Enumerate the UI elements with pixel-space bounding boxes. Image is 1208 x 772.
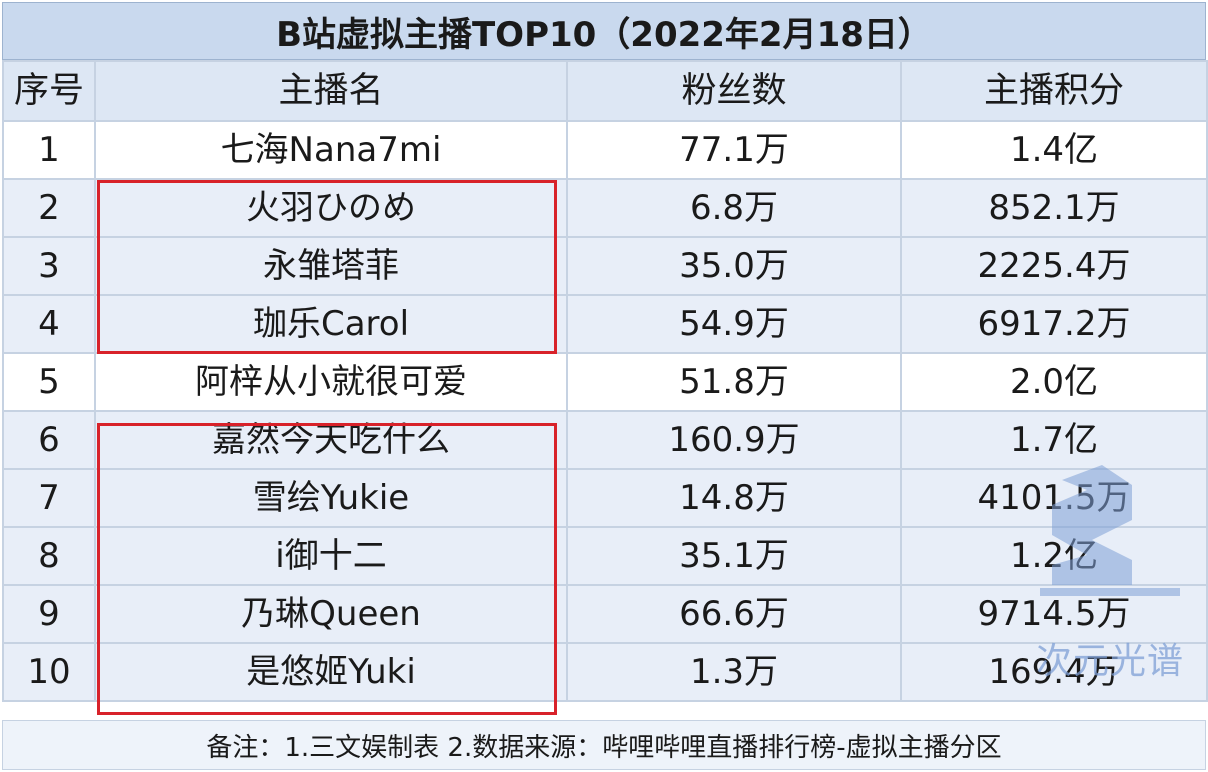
rank-cell: 2 <box>2 178 96 238</box>
fans-cell: 35.0万 <box>566 236 902 296</box>
table-row: 4 珈乐Carol 54.9万 6917.2万 <box>2 294 1208 354</box>
score-cell: 852.1万 <box>900 178 1208 238</box>
table-row: 2 火羽ひのめ 6.8万 852.1万 <box>2 178 1208 238</box>
fans-cell: 1.3万 <box>566 642 902 702</box>
fans-cell: 160.9万 <box>566 410 902 470</box>
table-row: 7 雪绘Yukie 14.8万 4101.5万 <box>2 468 1208 528</box>
rank-cell: 7 <box>2 468 96 528</box>
rank-cell: 4 <box>2 294 96 354</box>
name-cell: 永雏塔菲 <box>94 236 568 296</box>
name-cell: 阿梓从小就很可爱 <box>94 352 568 412</box>
table-row: 10 是悠姬Yuki 1.3万 169.4万 <box>2 642 1208 702</box>
name-cell: i御十二 <box>94 526 568 586</box>
score-cell: 2225.4万 <box>900 236 1208 296</box>
name-cell: 雪绘Yukie <box>94 468 568 528</box>
column-header-name: 主播名 <box>94 60 568 122</box>
name-cell: 乃琳Queen <box>94 584 568 644</box>
rank-cell: 10 <box>2 642 96 702</box>
score-cell: 1.7亿 <box>900 410 1208 470</box>
fans-cell: 51.8万 <box>566 352 902 412</box>
table-footnote: 备注：1.三文娱制表 2.数据来源：哔哩哔哩直播排行榜-虚拟主播分区 <box>2 720 1206 770</box>
fans-cell: 54.9万 <box>566 294 902 354</box>
watermark-logo-icon <box>1040 465 1180 596</box>
column-header-rank: 序号 <box>2 60 96 122</box>
table-row: 1 七海Nana7mi 77.1万 1.4亿 <box>2 120 1208 180</box>
score-cell: 2.0亿 <box>900 352 1208 412</box>
name-cell: 七海Nana7mi <box>94 120 568 180</box>
name-cell: 嘉然今天吃什么 <box>94 410 568 470</box>
fans-cell: 35.1万 <box>566 526 902 586</box>
header-row: 序号 主播名 粉丝数 主播积分 <box>2 60 1208 122</box>
fans-cell: 77.1万 <box>566 120 902 180</box>
table-row: 6 嘉然今天吃什么 160.9万 1.7亿 <box>2 410 1208 470</box>
ranking-grid: 序号 主播名 粉丝数 主播积分 1 七海Nana7mi 77.1万 1.4亿 2… <box>2 60 1208 702</box>
watermark-text: 次元光谱 <box>1036 641 1185 682</box>
table-row: 8 i御十二 35.1万 1.2亿 <box>2 526 1208 586</box>
score-cell: 6917.2万 <box>900 294 1208 354</box>
table-row: 9 乃琳Queen 66.6万 9714.5万 <box>2 584 1208 644</box>
fans-cell: 66.6万 <box>566 584 902 644</box>
rank-cell: 6 <box>2 410 96 470</box>
name-cell: 是悠姬Yuki <box>94 642 568 702</box>
table-row: 3 永雏塔菲 35.0万 2225.4万 <box>2 236 1208 296</box>
rank-cell: 9 <box>2 584 96 644</box>
column-header-fans: 粉丝数 <box>566 60 902 122</box>
column-header-score: 主播积分 <box>900 60 1208 122</box>
rank-cell: 5 <box>2 352 96 412</box>
table-title: B站虚拟主播TOP10（2022年2月18日） <box>2 2 1206 60</box>
name-cell: 珈乐Carol <box>94 294 568 354</box>
rank-cell: 1 <box>2 120 96 180</box>
score-cell: 169.4万 <box>900 642 1208 702</box>
fans-cell: 14.8万 <box>566 468 902 528</box>
fans-cell: 6.8万 <box>566 178 902 238</box>
score-cell: 1.4亿 <box>900 120 1208 180</box>
table-row: 5 阿梓从小就很可爱 51.8万 2.0亿 <box>2 352 1208 412</box>
rank-cell: 8 <box>2 526 96 586</box>
name-cell: 火羽ひのめ <box>94 178 568 238</box>
rank-cell: 3 <box>2 236 96 296</box>
